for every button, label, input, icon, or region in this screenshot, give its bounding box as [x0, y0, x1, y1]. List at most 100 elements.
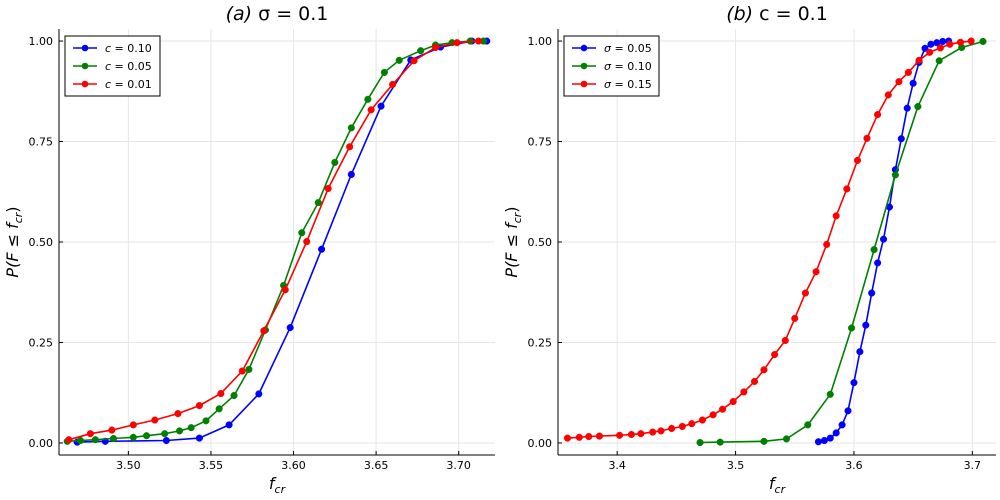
data-point: [215, 405, 223, 413]
chart-title-prefix: (b): [726, 3, 759, 25]
data-point: [844, 407, 852, 415]
legend-label-val: = 0.05: [611, 42, 652, 55]
chart-panel-b: 3.4 3.5 3.6 3.7 0.00 0.25 0.50 0.75 1.00 (b) c = …: [502, 3, 996, 496]
chart-title-equation: c = 0.1: [759, 3, 828, 25]
data-point: [298, 229, 306, 237]
data-point: [903, 104, 911, 112]
data-point: [791, 314, 799, 322]
data-point: [202, 417, 210, 425]
data-point: [281, 286, 289, 294]
legend-marker: [580, 62, 588, 70]
legend-marker: [580, 44, 588, 52]
legend-marker: [580, 80, 588, 88]
y-axis-label-main: P(F ≤ f: [502, 221, 521, 278]
data-point: [238, 367, 246, 375]
data-point: [838, 421, 846, 429]
data-point: [161, 430, 169, 438]
legend-label-var: σ: [604, 60, 612, 73]
data-point: [891, 171, 899, 179]
legend-label-val: = 0.10: [611, 60, 652, 73]
legend-label-var: σ: [604, 78, 612, 91]
y-tick-label: 0.25: [29, 336, 54, 349]
data-point: [926, 48, 934, 56]
chart-title: (b) c = 0.1: [726, 3, 828, 25]
legend-label-val: = 0.10: [111, 42, 152, 55]
data-point: [187, 424, 195, 432]
data-point: [637, 430, 645, 438]
data-point: [86, 430, 94, 438]
y-axis-label-end: ): [502, 206, 521, 212]
data-point: [729, 397, 737, 406]
data-point: [874, 259, 882, 267]
y-tick-label: 1.00: [29, 35, 54, 48]
y-tick-label: 1.00: [528, 35, 553, 48]
data-point: [782, 435, 791, 443]
data-point: [347, 170, 355, 179]
data-point: [142, 432, 151, 440]
data-point: [935, 57, 943, 65]
data-point: [324, 184, 332, 193]
data-point: [874, 111, 882, 119]
data-point: [364, 95, 372, 103]
data-point: [65, 436, 73, 444]
data-point: [129, 421, 137, 429]
x-tick-label: 3.7: [964, 459, 982, 472]
data-point: [395, 56, 403, 64]
legend-marker: [81, 80, 89, 88]
data-point: [688, 420, 696, 428]
data-point: [904, 68, 912, 76]
y-tick-label: 0.75: [528, 136, 553, 149]
data-point: [895, 78, 903, 86]
data-point: [230, 391, 238, 400]
data-point: [801, 289, 809, 297]
y-axis-label-main: P(F ≤ f: [3, 221, 22, 278]
data-point: [967, 37, 975, 45]
legend-label-var: c: [105, 42, 111, 55]
legend-marker: [81, 62, 89, 70]
data-point: [245, 365, 253, 373]
data-point: [410, 57, 418, 65]
data-point: [255, 390, 263, 398]
data-point: [760, 437, 768, 445]
data-point: [151, 416, 159, 424]
data-point: [453, 39, 461, 47]
data-point: [314, 199, 322, 207]
data-point: [195, 434, 203, 442]
legend-label: c = 0.10: [105, 42, 152, 55]
x-axis-label: fcr: [769, 474, 787, 496]
x-tick-label: 3.65: [364, 459, 389, 472]
data-point: [804, 421, 812, 429]
legend-label-val: = 0.15: [611, 78, 652, 91]
x-axis-label-main: f: [269, 474, 277, 493]
legend-label-val: = 0.05: [111, 60, 152, 73]
data-point: [176, 427, 184, 435]
series-line: [567, 40, 972, 439]
data-point: [331, 158, 339, 166]
data-point: [657, 427, 665, 435]
data-point: [286, 324, 294, 332]
data-point: [649, 428, 657, 436]
y-tick-label: 0.00: [29, 437, 54, 450]
series-line: [67, 40, 484, 443]
data-point: [914, 103, 922, 111]
data-point: [856, 348, 864, 356]
data-point: [627, 430, 635, 439]
data-point: [870, 246, 878, 254]
data-point: [832, 212, 840, 220]
data-point: [820, 436, 828, 445]
data-point: [678, 422, 686, 431]
data-point: [843, 185, 851, 193]
y-axis-label-sub: cr: [511, 211, 524, 223]
data-point: [380, 68, 388, 76]
data-point: [832, 429, 840, 437]
data-point: [108, 426, 116, 434]
data-point: [377, 102, 385, 110]
data-point: [915, 56, 923, 64]
legend-label: σ = 0.05: [604, 42, 652, 55]
data-point: [823, 240, 831, 248]
data-point: [879, 235, 888, 243]
data-point: [260, 327, 268, 335]
data-point: [716, 438, 724, 446]
data-point: [936, 44, 944, 52]
